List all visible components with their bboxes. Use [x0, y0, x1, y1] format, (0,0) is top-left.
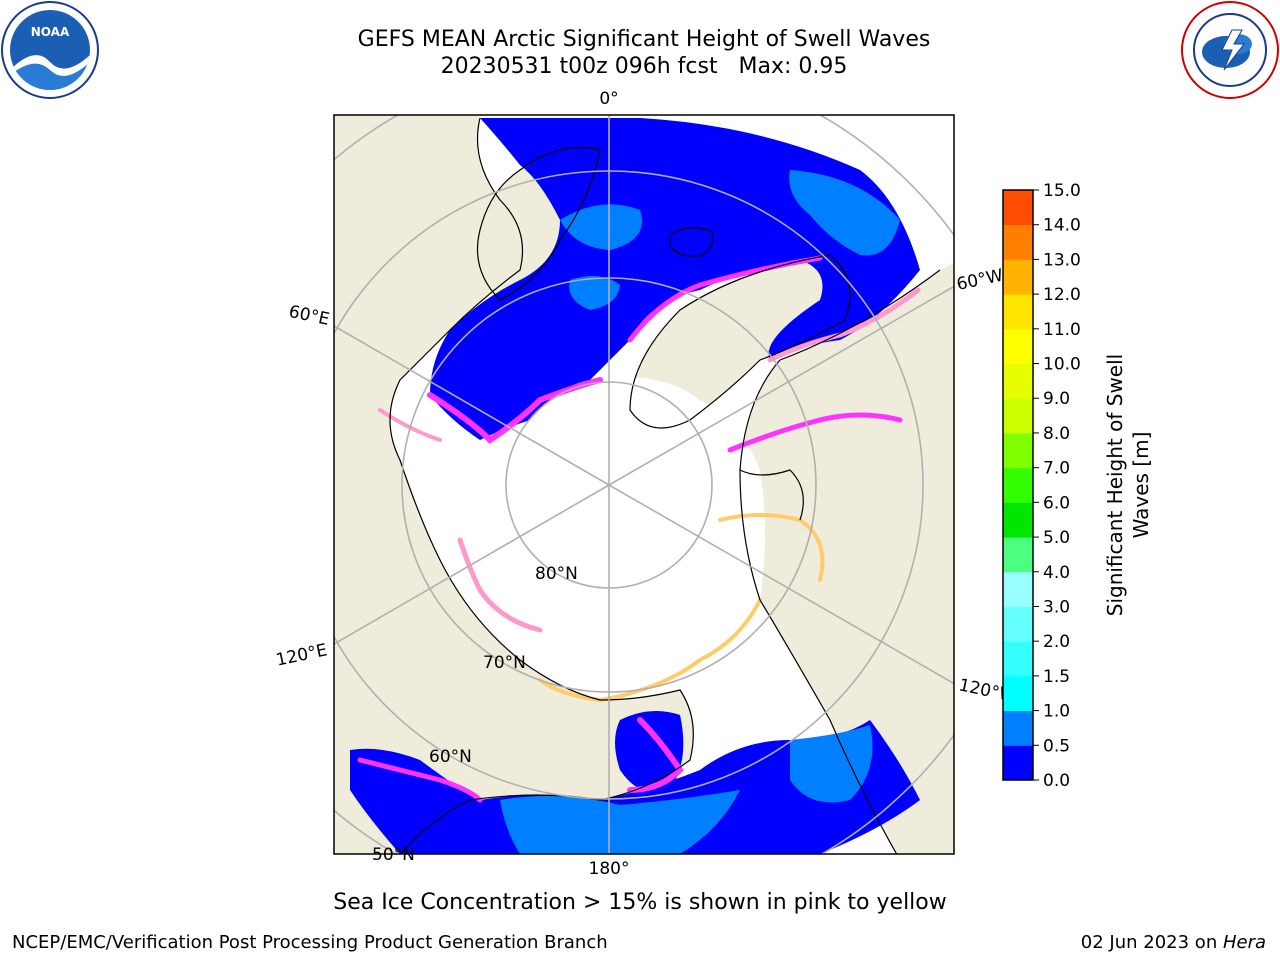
colorbar-tick-label: 0.5 — [1043, 736, 1070, 756]
colorbar-segment — [1003, 502, 1033, 538]
chart-subtitle: 20230531 t00z 096h fcst Max: 0.95 — [440, 54, 848, 79]
lat-label-60n: 60°N — [429, 747, 472, 767]
colorbar-segment — [1003, 363, 1033, 399]
lon-label-180: 180° — [589, 859, 630, 879]
colorbar-tick-label: 11.0 — [1043, 320, 1081, 340]
colorbar-tick-label: 6.0 — [1043, 493, 1070, 513]
caption: Sea Ice Concentration > 15% is shown in … — [333, 890, 947, 915]
noaa-logo-text: NOAA — [31, 25, 70, 39]
lat-label-50n: 50°N — [372, 845, 415, 865]
nws-logo-icon — [1181, 1, 1279, 99]
footer-date: 02 Jun 2023 on Hera — [1081, 932, 1266, 953]
footer-credit: NCEP/EMC/Verification Post Processing Pr… — [12, 932, 608, 953]
colorbar-segment — [1003, 294, 1033, 330]
footer-date-text: 02 Jun 2023 on — [1080, 932, 1223, 953]
colorbar-segment — [1003, 641, 1033, 677]
land-areas — [334, 115, 954, 854]
graticule — [334, 115, 954, 854]
colorbar-segment — [1003, 224, 1033, 260]
colorbar-tick-label: 5.0 — [1043, 528, 1070, 548]
coastlines — [389, 117, 941, 854]
colorbar-segment — [1003, 467, 1033, 503]
colorbar-tick-label: 15.0 — [1043, 181, 1081, 201]
colorbar-frame — [1002, 189, 1034, 781]
colorbar-tick-label: 12.0 — [1043, 285, 1081, 305]
colorbar-tick-label: 9.0 — [1043, 389, 1070, 409]
footer-host: Hera — [1222, 932, 1266, 953]
colorbar-segment — [1003, 432, 1033, 469]
lon-label-60e: 60°E — [287, 302, 331, 330]
sea-ice — [480, 377, 765, 684]
chart-title: GEFS MEAN Arctic Significant Height of S… — [357, 27, 931, 52]
lon-label-60w: 60°W — [955, 266, 1005, 295]
colorbar-tick-label: 0.0 — [1043, 771, 1070, 791]
colorbar-tick-label: 4.0 — [1043, 563, 1070, 583]
colorbar-tick-label: 1.0 — [1043, 702, 1070, 722]
colorbar-tick-label: 10.0 — [1043, 355, 1081, 375]
colorbar-segment — [1003, 675, 1033, 712]
colorbar-tick-label: 14.0 — [1043, 216, 1081, 236]
colorbar-tick-label: 2.0 — [1043, 632, 1070, 652]
pacific-swell — [350, 720, 920, 854]
lon-label-0: 0° — [599, 89, 618, 109]
colorbar-label-line2: Waves [m] — [1129, 432, 1153, 539]
colorbar-segment — [1003, 537, 1033, 573]
colorbar-tick-label: 7.0 — [1043, 459, 1070, 479]
map-panel — [334, 115, 954, 854]
colorbar-tick-label: 1.5 — [1043, 667, 1070, 687]
colorbar-tick-label: 13.0 — [1043, 250, 1081, 270]
colorbar-segment — [1003, 571, 1033, 607]
lat-label-80n: 80°N — [535, 564, 578, 584]
colorbar-segment — [1003, 328, 1033, 365]
noaa-logo-icon: NOAA — [1, 1, 99, 99]
colorbar-tick-label: 8.0 — [1043, 424, 1070, 444]
colorbar-label-line1: Significant Height of Swell — [1103, 354, 1127, 616]
map-frame — [333, 114, 955, 855]
colorbar-tick-label: 3.0 — [1043, 597, 1070, 617]
colorbar-segment — [1003, 259, 1033, 295]
colorbar-segment — [1003, 398, 1033, 434]
colorbar-segment — [1003, 190, 1033, 226]
colorbar-segment — [1003, 606, 1033, 642]
colorbar-segment — [1003, 745, 1033, 781]
lat-label-70n: 70°N — [483, 653, 526, 673]
lon-label-120e: 120°E — [274, 640, 329, 670]
colorbar-segment — [1003, 710, 1033, 746]
colorbar: 0.0 0.5 1.0 1.5 2.0 3.0 4.0 5.0 6.0 7.0 8.0 9.0 10.0… — [1002, 181, 1081, 791]
